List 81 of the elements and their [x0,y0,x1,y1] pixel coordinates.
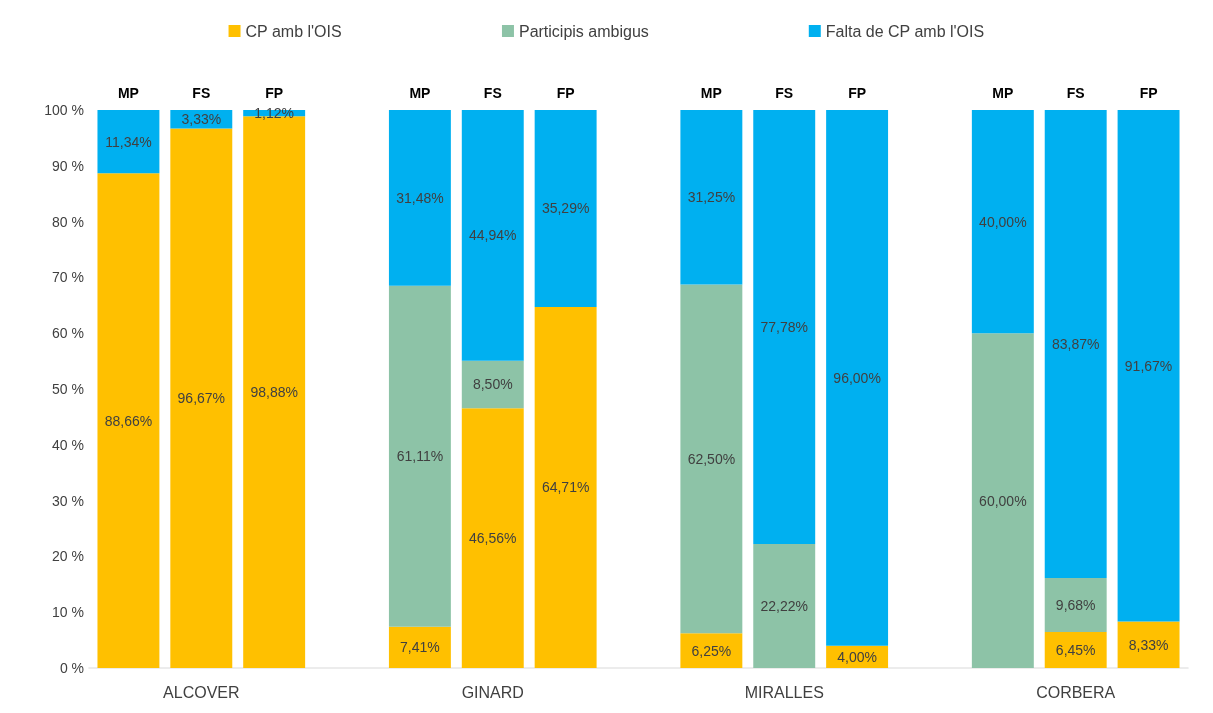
data-label: 83,87% [1051,336,1100,352]
x-tick-label: FP [556,85,575,101]
data-label: 35,29% [541,200,590,217]
data-label: 7,41% [400,639,440,656]
y-tick-label: 0 % [59,660,84,676]
data-label: 60,00% [979,492,1027,509]
bar [826,110,889,646]
bar [971,333,1034,668]
x-tick-label: FS [483,85,502,101]
y-tick-label: 10 % [52,604,84,621]
text: GINARD [461,683,524,701]
legend-label: CP amb l'OIS [245,22,342,40]
bar [97,110,160,174]
bar [461,110,524,361]
bar [971,110,1034,334]
y-tick-label: 20 % [52,548,84,565]
data-label: 6,25% [691,642,732,659]
data-label: 8,50% [472,376,513,393]
x-tick-label: FP [1139,85,1158,101]
bar [461,408,524,668]
x-tick-label: MP [700,85,722,101]
bar [1117,621,1180,668]
bar [534,306,597,668]
data-label: 31,25% [687,189,736,206]
data-label: 96,00% [833,369,881,386]
data-label: 96,67% [177,390,226,407]
bar [753,544,816,668]
bar [461,360,524,409]
bar [1117,110,1180,622]
text: ALCOVER [163,683,240,701]
x-tick-label: FS [1066,85,1085,101]
bar [1044,577,1107,633]
bar [680,284,743,634]
bar [388,110,451,286]
y-tick-label: 100 % [44,102,84,118]
x-tick-label: FS [775,85,794,101]
data-label: 61,11% [396,448,444,465]
x-tick-label: MP [992,85,1014,101]
y-tick-label: 40 % [52,436,84,453]
x-tick-label: FP [848,85,867,101]
bar [1044,110,1107,578]
data-label: 9,68% [1055,597,1096,613]
data-label: 46,56% [469,530,517,547]
bar [680,633,743,668]
bar [1044,632,1107,668]
data-label: 6,45% [1055,642,1096,658]
y-tick-label: 60 % [52,325,84,342]
bar [680,110,743,285]
data-label: 11,34% [105,133,152,150]
y-tick-label: 70 % [52,269,84,286]
data-label: 88,66% [104,412,153,429]
data-label: 31,48% [396,189,444,206]
data-label: 62,50% [687,450,736,467]
text: MIRALLES [744,683,824,701]
bar [388,626,451,668]
data-label: 91,67% [1124,357,1173,374]
bar [388,285,451,627]
data-label: 98,88% [250,384,298,401]
bar [534,110,597,307]
x-tick-label: FP [265,85,284,101]
bar [97,173,160,668]
text: CORBERA [1036,683,1116,701]
bar [753,110,816,545]
x-tick-label: MP [117,85,139,101]
data-label: 64,71% [541,479,590,496]
legend-label: Falta de CP amb l'OIS [825,22,985,40]
data-label: 44,94% [469,227,517,244]
y-tick-label: 90 % [52,157,84,174]
data-label: 77,78% [760,319,808,336]
x-tick-label: FS [192,85,211,101]
y-tick-label: 80 % [52,213,84,230]
legend-label: Participis ambigus [518,22,649,40]
y-tick-label: 30 % [52,492,84,509]
x-tick-label: MP [409,85,431,101]
data-label: 8,33% [1128,636,1169,653]
data-label: 3,33% [181,111,222,128]
data-label: 4,00% [837,648,877,665]
bar [170,128,233,668]
y-tick-label: 50 % [52,381,84,397]
data-label: 40,00% [979,213,1027,230]
data-label: 22,22% [760,598,808,615]
